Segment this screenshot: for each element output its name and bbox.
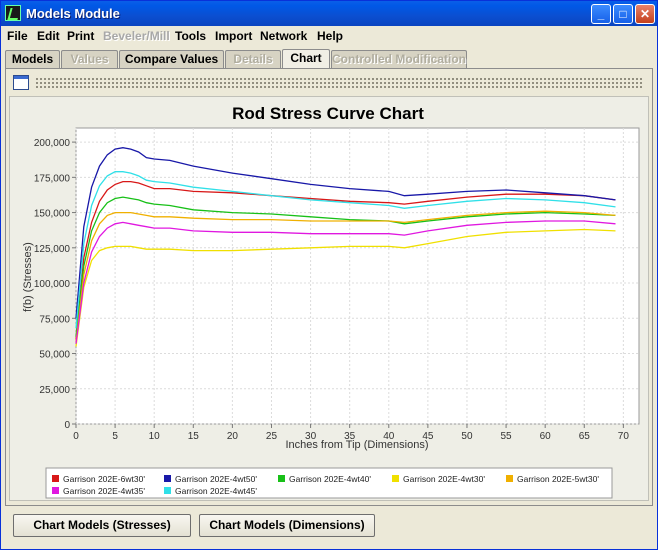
legend-entry-garrison-202e-4wt40: Garrison 202E-4wt40' bbox=[289, 474, 371, 484]
series-line-garrison-202e-5wt30 bbox=[75, 210, 616, 343]
series-line-garrison-202e-4wt30 bbox=[75, 228, 616, 347]
title-bar[interactable]: Models Module _ □ ✕ bbox=[1, 1, 657, 26]
series-line-garrison-202e-4wt35 bbox=[75, 220, 616, 344]
chart-area: Rod Stress Curve Chart 0 25,000 50,000 75,0… bbox=[9, 96, 649, 501]
grid-lines bbox=[75, 128, 639, 425]
y-tick-label: 175,000 bbox=[34, 173, 71, 184]
x-tick-label: 35 bbox=[344, 431, 356, 442]
y-tick-label: 25,000 bbox=[39, 385, 70, 396]
x-tick-label: 70 bbox=[618, 431, 630, 442]
x-tick-label: 60 bbox=[540, 431, 552, 442]
x-tick-label: 5 bbox=[112, 431, 118, 442]
y-tick-label: 100,000 bbox=[34, 279, 71, 290]
y-tick-label: 75,000 bbox=[39, 314, 70, 325]
legend-entry-garrison-202e-4wt45: Garrison 202E-4wt45' bbox=[175, 486, 257, 496]
y-tick-label: 0 bbox=[64, 420, 70, 431]
toolbar-grip[interactable] bbox=[35, 77, 643, 89]
legend-entry-garrison-202e-4wt35: Garrison 202E-4wt35' bbox=[63, 486, 145, 496]
x-axis-ticks: 0 5 10 15 20 25 30 35 40 45 50 55 60 65 70 bbox=[73, 424, 629, 442]
legend-swatch bbox=[278, 475, 285, 482]
tab-values: Values bbox=[61, 50, 118, 69]
legend-swatch bbox=[52, 487, 59, 494]
x-tick-label: 40 bbox=[383, 431, 395, 442]
legend-entry-garrison-202e-6wt30: Garrison 202E-6wt30' bbox=[63, 474, 145, 484]
x-tick-label: 45 bbox=[422, 431, 434, 442]
minimize-button[interactable]: _ bbox=[591, 4, 611, 24]
legend-swatch bbox=[164, 487, 171, 494]
tab-compare-values[interactable]: Compare Values bbox=[119, 50, 224, 69]
series-line-garrison-202e-4wt45 bbox=[75, 171, 616, 329]
x-tick-label: 15 bbox=[188, 431, 200, 442]
tab-models[interactable]: Models bbox=[5, 50, 60, 69]
legend-swatch bbox=[392, 475, 399, 482]
chart-models-dimensions-button[interactable]: Chart Models (Dimensions) bbox=[199, 514, 375, 537]
menu-import[interactable]: Import bbox=[215, 29, 253, 43]
legend-swatch bbox=[52, 475, 59, 482]
tab-controlled-modification: Controlled Modification bbox=[331, 50, 467, 69]
y-tick-label: 150,000 bbox=[34, 209, 71, 220]
tab-details: Details bbox=[225, 50, 281, 69]
chart-tab-panel: Rod Stress Curve Chart 0 25,000 50,000 75,0… bbox=[5, 68, 653, 506]
y-axis-ticks: 0 25,000 50,000 75,000 100,000 125,000 150,000… bbox=[34, 138, 76, 431]
legend-entry-garrison-202e-5wt30: Garrison 202E-5wt30' bbox=[517, 474, 599, 484]
legend-entry-garrison-202e-4wt30: Garrison 202E-4wt30' bbox=[403, 474, 485, 484]
series-line-garrison-202e-4wt40 bbox=[75, 196, 616, 337]
x-tick-label: 30 bbox=[305, 431, 317, 442]
series-lines bbox=[75, 147, 616, 347]
x-tick-label: 50 bbox=[461, 431, 473, 442]
series-line-garrison-202e-6wt30 bbox=[75, 180, 616, 340]
legend-swatch bbox=[164, 475, 171, 482]
x-axis-label: Inches from Tip (Dimensions) bbox=[285, 439, 428, 451]
x-tick-label: 20 bbox=[227, 431, 239, 442]
y-tick-label: 50,000 bbox=[39, 350, 70, 361]
menu-file[interactable]: File bbox=[7, 29, 28, 43]
chart-toolbar bbox=[9, 73, 649, 93]
window-title: Models Module bbox=[26, 6, 120, 21]
menu-bar: File Edit Print Beveler/Mill Tools Impor… bbox=[1, 26, 657, 46]
menu-edit[interactable]: Edit bbox=[37, 29, 60, 43]
tab-chart[interactable]: Chart bbox=[282, 49, 330, 70]
x-tick-label: 10 bbox=[149, 431, 161, 442]
chart-title: Rod Stress Curve Chart bbox=[232, 104, 424, 123]
legend-swatch bbox=[506, 475, 513, 482]
app-icon[interactable] bbox=[5, 5, 21, 21]
legend-entry-garrison-202e-4wt50: Garrison 202E-4wt50' bbox=[175, 474, 257, 484]
y-tick-label: 200,000 bbox=[34, 138, 71, 149]
x-tick-label: 65 bbox=[579, 431, 591, 442]
menu-tools[interactable]: Tools bbox=[175, 29, 207, 43]
chart-legend: Garrison 202E-6wt30' Garrison 202E-4wt50'… bbox=[52, 474, 599, 496]
series-line-garrison-202e-4wt50 bbox=[75, 147, 616, 319]
y-axis-label: f(b) (Stresses) bbox=[22, 242, 34, 312]
y-tick-label: 125,000 bbox=[34, 244, 71, 255]
rod-stress-chart: Rod Stress Curve Chart 0 25,000 50,000 75,0… bbox=[22, 104, 640, 499]
x-tick-label: 55 bbox=[501, 431, 513, 442]
x-tick-label: 0 bbox=[73, 431, 79, 442]
menu-beveler-mill: Beveler/Mill bbox=[103, 29, 170, 43]
chart-models-stresses-button[interactable]: Chart Models (Stresses) bbox=[13, 514, 191, 537]
menu-help[interactable]: Help bbox=[317, 29, 344, 43]
menu-print[interactable]: Print bbox=[67, 29, 95, 43]
menu-network[interactable]: Network bbox=[260, 29, 308, 43]
maximize-button[interactable]: □ bbox=[613, 4, 633, 24]
window-icon[interactable] bbox=[13, 75, 29, 90]
legend-box bbox=[45, 467, 613, 499]
plot-background bbox=[75, 127, 640, 425]
close-button[interactable]: ✕ bbox=[635, 4, 655, 24]
x-tick-label: 25 bbox=[266, 431, 278, 442]
